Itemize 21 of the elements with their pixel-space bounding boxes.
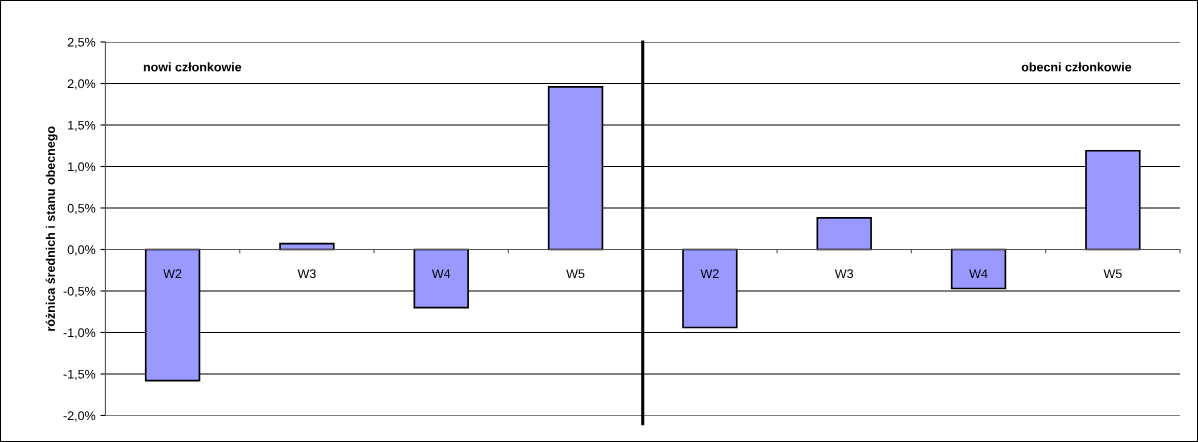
- y-tick-label: 0,5%: [67, 203, 96, 215]
- x-tick-label: W5: [1103, 269, 1122, 279]
- x-tick-label: W5: [566, 269, 585, 279]
- annotation: nowi członkowie: [143, 62, 242, 72]
- x-tick-label: W4: [431, 269, 451, 278]
- x-tick-label: W2: [163, 269, 182, 278]
- annotation: obecni członkowie: [1021, 62, 1132, 72]
- x-tick-label: W2: [700, 269, 719, 278]
- y-tick-label: -0,5%: [63, 286, 96, 298]
- x-tick-label: W3: [297, 269, 316, 279]
- y-tick-label: 1,5%: [68, 120, 96, 132]
- y-tick-label: -2,0%: [63, 411, 96, 422]
- y-tick-label: 1,0%: [68, 162, 96, 173]
- x-tick-label: W4: [969, 269, 988, 278]
- y-tick-label: 0,0%: [67, 245, 96, 256]
- y-tick-label: 2,5%: [67, 37, 96, 49]
- y-tick-label: -1,5%: [63, 369, 96, 381]
- x-tick-label: W3: [834, 269, 854, 279]
- y-tick-label: 2,0%: [67, 79, 96, 90]
- y-axis-title: różnica średnich i stanu obecnego: [45, 126, 58, 331]
- y-tick-label: -1,0%: [63, 328, 96, 339]
